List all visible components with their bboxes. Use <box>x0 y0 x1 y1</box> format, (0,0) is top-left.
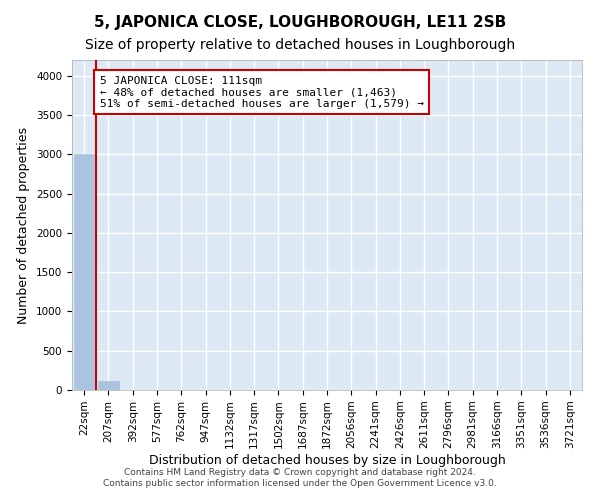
Text: 5, JAPONICA CLOSE, LOUGHBOROUGH, LE11 2SB: 5, JAPONICA CLOSE, LOUGHBOROUGH, LE11 2S… <box>94 15 506 30</box>
Y-axis label: Number of detached properties: Number of detached properties <box>17 126 31 324</box>
Text: 5 JAPONICA CLOSE: 111sqm
← 48% of detached houses are smaller (1,463)
51% of sem: 5 JAPONICA CLOSE: 111sqm ← 48% of detach… <box>100 76 424 109</box>
Text: Size of property relative to detached houses in Loughborough: Size of property relative to detached ho… <box>85 38 515 52</box>
X-axis label: Distribution of detached houses by size in Loughborough: Distribution of detached houses by size … <box>149 454 505 467</box>
Bar <box>98 382 119 390</box>
Bar <box>74 154 94 390</box>
Text: Contains HM Land Registry data © Crown copyright and database right 2024.
Contai: Contains HM Land Registry data © Crown c… <box>103 468 497 487</box>
